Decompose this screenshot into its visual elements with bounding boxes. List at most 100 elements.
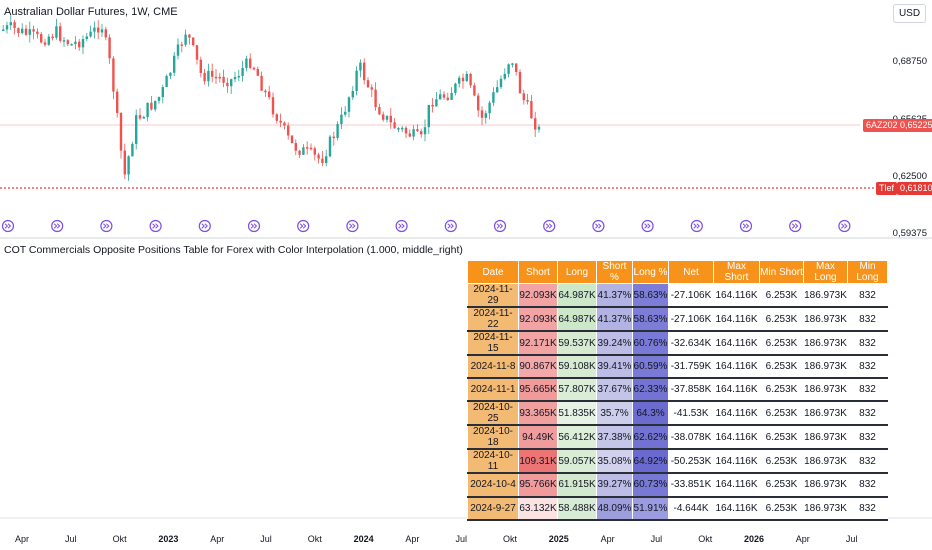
- candle: [249, 53, 252, 70]
- table-cell: 39.24%: [596, 331, 633, 356]
- candle: [138, 108, 142, 121]
- table-cell: 164.116K: [713, 307, 760, 332]
- candle: [40, 31, 43, 44]
- candle: [363, 58, 366, 85]
- candle: [412, 125, 415, 141]
- candle: [180, 41, 183, 53]
- candle: [313, 146, 316, 161]
- column-header: Long %: [632, 260, 669, 284]
- candle: [503, 68, 506, 81]
- candle: [230, 78, 233, 95]
- candle: [237, 69, 240, 81]
- time-axis-label: Okt: [503, 534, 518, 544]
- time-axis-label: 2025: [549, 534, 569, 544]
- table-cell: 164.116K: [713, 425, 760, 451]
- candle: [150, 95, 153, 111]
- table-cell: 2024-11-22: [467, 307, 519, 332]
- double-chevron-circle-icon: [297, 219, 310, 233]
- table-cell: 51.835K: [557, 401, 597, 427]
- candle: [336, 121, 339, 141]
- table-cell: 186.973K: [803, 401, 848, 427]
- candle: [492, 87, 495, 107]
- candle: [450, 87, 453, 101]
- candle: [515, 63, 518, 76]
- candle: [458, 75, 461, 88]
- candle: [47, 33, 50, 47]
- column-header: Max Short: [713, 260, 760, 284]
- candle: [344, 106, 347, 117]
- candle: [192, 37, 195, 47]
- candle: [321, 151, 324, 167]
- candle: [465, 71, 468, 82]
- double-chevron-circle-icon: [690, 219, 703, 233]
- time-axis-label: Okt: [113, 534, 128, 544]
- table-cell: 832: [847, 378, 888, 403]
- candle: [195, 44, 199, 65]
- candle: [2, 24, 5, 31]
- indicator-title: COT Commercials Opposite Positions Table…: [4, 244, 463, 256]
- table-cell: 6.253K: [759, 473, 804, 498]
- candle: [530, 94, 533, 119]
- candle: [28, 21, 31, 43]
- table-row: 2024-11-8 90.867K 59.108K 39.41% 60.59% -31.7…: [467, 355, 888, 380]
- currency-button[interactable]: USD: [893, 4, 926, 23]
- candle: [317, 152, 320, 164]
- candle: [526, 93, 529, 105]
- candle: [374, 82, 377, 111]
- candle: [100, 24, 104, 37]
- candle: [32, 25, 35, 40]
- double-chevron-circle-icon: [739, 219, 753, 233]
- candle: [55, 18, 58, 40]
- candle: [24, 24, 28, 37]
- table-row: 2024-9-27 63.132K 58.488K 48.09% 51.91% -4.64…: [467, 496, 888, 521]
- candle: [302, 144, 305, 156]
- table-cell: 37.38%: [596, 425, 633, 451]
- table-cell: 164.116K: [713, 496, 760, 521]
- candle: [108, 34, 111, 64]
- candle: [275, 112, 278, 124]
- table-cell: 56.412K: [557, 425, 597, 451]
- table-cell: 62.33%: [632, 378, 669, 403]
- table-cell: 58.63%: [632, 307, 669, 332]
- candle: [442, 91, 446, 100]
- table-cell: 51.91%: [632, 496, 669, 521]
- candle: [104, 26, 107, 41]
- table-cell: 2024-11-1: [467, 378, 519, 403]
- candle: [21, 23, 24, 35]
- table-header-row: Date Short Long Short % Long % Net Max Short Mi…: [467, 260, 888, 284]
- double-chevron-circle-icon: [198, 219, 211, 233]
- table-cell: 60.76%: [632, 331, 669, 356]
- double-chevron-circle-icon: [444, 219, 457, 233]
- time-axis-label: Okt: [698, 534, 713, 544]
- candle: [233, 71, 237, 83]
- table-cell: 832: [847, 283, 888, 308]
- candle: [283, 121, 286, 130]
- candle: [256, 66, 259, 76]
- candle: [420, 128, 423, 138]
- candle: [351, 86, 354, 101]
- candle: [116, 88, 119, 118]
- candle: [165, 74, 168, 88]
- table-cell: 2024-9-27: [467, 496, 519, 521]
- candle: [74, 36, 77, 50]
- candle: [469, 72, 472, 88]
- candle: [127, 155, 130, 181]
- candle: [461, 73, 465, 89]
- table-row: 2024-11-15 92.171K 59.537K 39.24% 60.76% -32.…: [467, 331, 888, 356]
- candle: [252, 66, 256, 71]
- candle: [59, 22, 62, 43]
- candle: [446, 92, 449, 102]
- table-cell: 832: [847, 355, 888, 380]
- candle: [518, 69, 522, 94]
- candle: [385, 115, 389, 123]
- candle: [435, 91, 438, 107]
- candlestick-series: [2, 15, 541, 181]
- table-cell: 59.108K: [557, 355, 597, 380]
- candle: [534, 111, 537, 137]
- candle: [484, 110, 487, 124]
- candle: [332, 131, 335, 146]
- candle: [9, 15, 12, 30]
